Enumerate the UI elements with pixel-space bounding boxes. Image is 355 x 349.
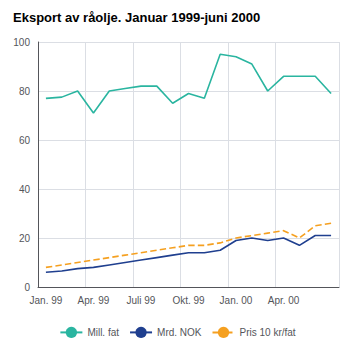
svg-text:20: 20	[19, 233, 31, 244]
svg-text:Pris 10 kr/fat: Pris 10 kr/fat	[239, 327, 295, 338]
svg-text:Jan. 99: Jan. 99	[30, 295, 63, 306]
svg-text:Apr. 99: Apr. 99	[78, 295, 110, 306]
svg-text:Jan. 00: Jan. 00	[220, 295, 253, 306]
svg-text:Apr. 00: Apr. 00	[268, 295, 300, 306]
svg-text:Mrd. NOK: Mrd. NOK	[157, 327, 202, 338]
svg-text:40: 40	[19, 184, 31, 195]
svg-text:Mill. fat: Mill. fat	[87, 327, 119, 338]
svg-text:60: 60	[19, 135, 31, 146]
svg-text:Okt. 99: Okt. 99	[172, 295, 205, 306]
svg-text:0: 0	[24, 282, 30, 293]
svg-text:100: 100	[13, 37, 30, 48]
svg-text:80: 80	[19, 86, 31, 97]
svg-text:Eksport av råolje. Januar 1999: Eksport av råolje. Januar 1999-juni 2000	[13, 10, 260, 25]
svg-text:Juli 99: Juli 99	[127, 295, 156, 306]
